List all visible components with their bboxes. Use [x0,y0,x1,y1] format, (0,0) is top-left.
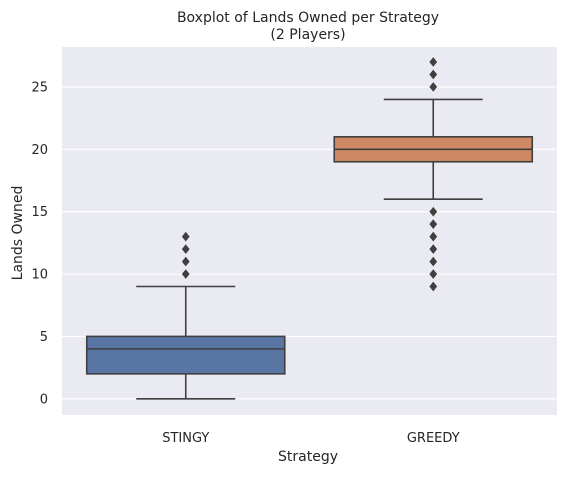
x-tick-label: STINGY [162,431,209,446]
x-axis-label: Strategy [278,449,338,465]
box-stingy [85,231,286,400]
chart-subtitle: (2 Players) [270,27,345,43]
y-axis-label: Lands Owned [10,186,26,281]
outlier-point [429,82,438,92]
outlier-point [181,269,190,279]
y-tick-label: 20 [31,143,48,158]
y-tick-label: 0 [40,392,48,407]
x-tick-label: GREEDY [407,431,460,446]
iqr-box [85,335,286,375]
outlier-point [429,269,438,279]
outlier-point [429,281,438,292]
outlier-point [429,69,438,80]
boxes [85,57,534,400]
y-tick-label: 15 [31,205,48,220]
outlier-point [181,256,190,267]
chart-title: Boxplot of Lands Owned per Strategy [177,10,439,26]
box-greedy [333,57,534,292]
outlier-point [429,231,438,242]
y-tick-label: 10 [31,268,48,283]
outlier-point [429,219,438,229]
y-tick-label: 25 [31,80,48,95]
outlier-point [429,206,438,217]
outlier-point [181,231,190,242]
outlier-point [181,244,190,254]
axis-ticks: 0 5 10 15 20 25 STINGY GREEDY [31,80,459,446]
outlier-point [429,57,438,67]
outlier-point [429,244,438,254]
y-tick-label: 5 [40,330,48,345]
outlier-point [429,256,438,267]
